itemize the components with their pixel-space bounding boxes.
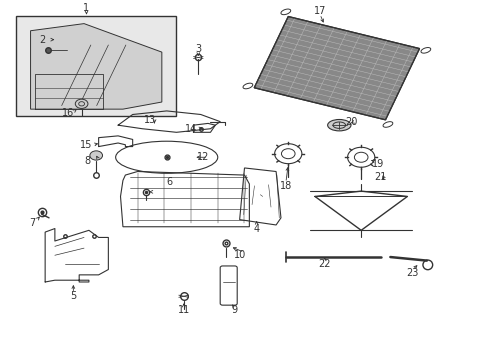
Text: 10: 10 [233, 250, 245, 260]
Circle shape [90, 151, 102, 160]
Text: 5: 5 [70, 291, 76, 301]
Text: 6: 6 [166, 177, 172, 187]
Text: 14: 14 [184, 124, 197, 134]
Text: 9: 9 [231, 306, 237, 315]
Polygon shape [30, 24, 162, 109]
Text: 11: 11 [177, 306, 189, 315]
Text: 2: 2 [40, 35, 46, 45]
Text: 19: 19 [371, 159, 384, 170]
Text: 17: 17 [313, 6, 325, 16]
Text: 16: 16 [62, 108, 75, 118]
Text: 1: 1 [83, 3, 89, 13]
Text: 21: 21 [374, 172, 386, 182]
Circle shape [75, 99, 88, 108]
Text: 23: 23 [405, 268, 418, 278]
Bar [16, 17, 176, 116]
Text: 7: 7 [29, 218, 35, 228]
Text: 8: 8 [85, 156, 91, 166]
Text: 3: 3 [195, 44, 201, 54]
Text: 18: 18 [279, 181, 291, 191]
Ellipse shape [327, 120, 350, 131]
Text: 4: 4 [253, 224, 259, 234]
Polygon shape [254, 17, 419, 120]
Text: 20: 20 [345, 117, 357, 127]
Text: 12: 12 [197, 152, 209, 162]
Text: 22: 22 [318, 259, 330, 269]
Text: 13: 13 [143, 115, 156, 125]
Text: 15: 15 [80, 140, 92, 150]
